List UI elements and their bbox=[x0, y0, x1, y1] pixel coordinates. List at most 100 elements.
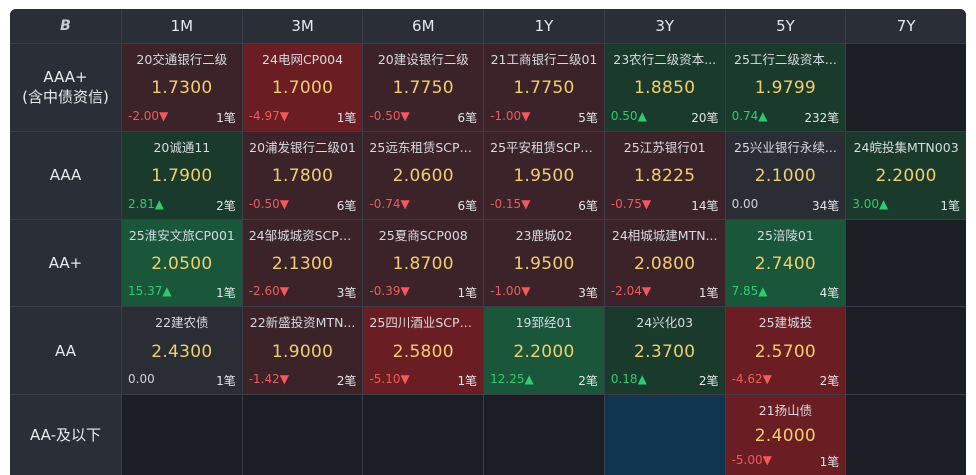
bond-yield: 1.9500 bbox=[513, 253, 575, 274]
trade-count: 1笔 bbox=[940, 198, 960, 213]
bond-yield: 1.7000 bbox=[271, 78, 334, 99]
bond-name: 25远东租赁SCP0... bbox=[369, 139, 478, 155]
col-header-1y[interactable]: 1Y bbox=[484, 9, 604, 43]
row-label: AAA bbox=[10, 131, 121, 219]
bond-cell[interactable]: 25夏商SCP008 1.8700 -0.39▼ 1笔 bbox=[363, 219, 484, 307]
trade-count: 1笔 bbox=[457, 374, 478, 388]
yield-change: 0.50▲ bbox=[610, 108, 647, 123]
empty-cell bbox=[242, 395, 363, 475]
empty-cell bbox=[363, 395, 484, 475]
rating-label: AAA bbox=[49, 166, 82, 185]
bond-cell[interactable]: 20浦发银行二级01 1.7800 -0.50▼ 6笔 bbox=[242, 131, 363, 219]
bond-name: 20浦发银行二级01 bbox=[249, 139, 356, 155]
trade-count: 2笔 bbox=[216, 198, 236, 213]
bond-name: 24邹城城资SCP0... bbox=[248, 227, 357, 243]
bond-name: 25工行二级资本... bbox=[734, 52, 837, 67]
trade-count: 6笔 bbox=[457, 110, 478, 125]
yield-change: 0.00 bbox=[128, 372, 155, 386]
row-label: AA bbox=[10, 307, 121, 394]
cell-footer: -2.04▼ 1笔 bbox=[611, 284, 719, 301]
bond-yield: 2.3700 bbox=[634, 341, 696, 362]
bond-yield: 2.1000 bbox=[754, 166, 817, 187]
bond-yield: 2.1300 bbox=[271, 253, 334, 274]
col-header-3m[interactable]: 3M bbox=[242, 9, 363, 43]
bond-cell[interactable]: 22建农债 2.4300 0.00 1笔 bbox=[122, 307, 242, 394]
yield-change: -0.74▼ bbox=[369, 196, 410, 211]
bond-name: 21工商银行二级01 bbox=[490, 52, 598, 67]
bond-cell[interactable]: 25远东租赁SCP0... 2.0600 -0.74▼ 6笔 bbox=[363, 131, 484, 219]
col-header-5y[interactable]: 5Y bbox=[725, 9, 846, 43]
matrix-grid: Β 1M 3M 6M 1Y 3Y 5Y 7Y AAA+ (含中债资信) 20交通银行… bbox=[10, 9, 966, 475]
yield-change: -0.75▼ bbox=[610, 196, 652, 211]
cell-footer: 0.00 1笔 bbox=[128, 372, 236, 389]
bond-cell[interactable]: 19郅经01 2.2000 12.25▲ 2笔 bbox=[484, 307, 604, 394]
cell-footer: -0.50▼ 6笔 bbox=[249, 197, 357, 214]
bond-name: 21扬山债 bbox=[758, 403, 813, 418]
bond-cell[interactable]: 25兴业银行永续... 2.1000 0.00 34笔 bbox=[725, 131, 846, 219]
bond-name: 19郅经01 bbox=[515, 315, 573, 331]
bond-name: 25涪陵01 bbox=[757, 227, 814, 243]
yield-change: -0.50▼ bbox=[248, 196, 289, 211]
bond-cell[interactable]: 20诚通11 1.7900 2.81▲ 2笔 bbox=[122, 131, 242, 219]
bond-cell[interactable]: 25平安租赁SCP0... 1.9500 -0.15▼ 6笔 bbox=[484, 131, 604, 219]
cell-footer: 0.50▲ 20笔 bbox=[611, 109, 719, 126]
bond-cell[interactable]: 25建城投 2.5700 -4.62▼ 2笔 bbox=[725, 307, 846, 394]
yield-change: -2.04▼ bbox=[610, 284, 652, 299]
bond-cell[interactable]: 20建设银行二级 1.7750 -0.50▼ 6笔 bbox=[363, 44, 484, 131]
bond-name: 25四川酒业SCP0... bbox=[369, 315, 478, 331]
bond-cell[interactable]: 23鹿城02 1.9500 -1.00▼ 3笔 bbox=[484, 219, 604, 307]
col-header-6m[interactable]: 6M bbox=[363, 9, 484, 43]
empty-cell bbox=[846, 307, 966, 394]
cell-footer: -1.00▼ 3笔 bbox=[490, 284, 598, 301]
yield-change: 0.00 bbox=[731, 196, 759, 211]
bond-yield: 1.8850 bbox=[634, 78, 696, 99]
trade-count: 3笔 bbox=[578, 286, 598, 301]
trade-count: 34笔 bbox=[812, 198, 840, 213]
bond-yield: 2.7400 bbox=[754, 253, 817, 274]
empty-cell bbox=[846, 219, 966, 307]
cell-footer: -5.00▼ 1笔 bbox=[732, 453, 840, 470]
cell-footer: -1.42▼ 2笔 bbox=[249, 372, 357, 389]
bond-name: 25平安租赁SCP0... bbox=[490, 139, 598, 155]
trade-count: 232笔 bbox=[804, 110, 840, 125]
yield-change: -1.00▼ bbox=[490, 108, 531, 123]
bond-name: 20诚通11 bbox=[153, 139, 211, 155]
trade-count: 3笔 bbox=[336, 286, 357, 301]
bond-cell[interactable]: 25江苏银行01 1.8225 -0.75▼ 14笔 bbox=[604, 131, 725, 219]
bond-name: 20建设银行二级 bbox=[377, 52, 469, 67]
yield-change: 12.25▲ bbox=[490, 372, 534, 386]
bond-yield: 1.7300 bbox=[151, 78, 213, 99]
bond-cell[interactable]: 23农行二级资本... 1.8850 0.50▲ 20笔 bbox=[604, 44, 725, 131]
bond-cell[interactable]: 20交通银行二级 1.7300 -2.00▼ 1笔 bbox=[122, 44, 242, 131]
trade-count: 6笔 bbox=[336, 198, 357, 213]
bond-cell[interactable]: 22新盛投资MTN... 1.9000 -1.42▼ 2笔 bbox=[242, 307, 363, 394]
bond-cell[interactable]: 24电网CP004 1.7000 -4.97▼ 1笔 bbox=[242, 44, 363, 131]
bond-cell[interactable]: 24皖投集MTN003 2.2000 3.00▲ 1笔 bbox=[846, 131, 966, 219]
bond-name: 23鹿城02 bbox=[515, 227, 573, 243]
bond-cell[interactable]: 25淮安文旅CP001 2.0500 15.37▲ 1笔 bbox=[122, 219, 242, 307]
yield-change: -4.97▼ bbox=[248, 108, 289, 123]
bond-cell[interactable]: 21工商银行二级01 1.7750 -1.00▼ 5笔 bbox=[484, 44, 604, 131]
col-header-7y[interactable]: 7Y bbox=[846, 9, 966, 43]
trade-count: 6笔 bbox=[457, 198, 478, 213]
row-label: AAA+ (含中债资信) bbox=[10, 44, 121, 131]
yield-change: -5.00▼ bbox=[731, 453, 772, 467]
highlighted-cell[interactable] bbox=[604, 395, 725, 475]
cell-footer: 0.18▲ 2笔 bbox=[611, 372, 719, 389]
bond-cell[interactable]: 24邹城城资SCP0... 2.1300 -2.60▼ 3笔 bbox=[242, 219, 363, 307]
bond-name: 25夏商SCP008 bbox=[378, 227, 468, 243]
bond-cell[interactable]: 24相城城建MTN... 2.0800 -2.04▼ 1笔 bbox=[604, 219, 725, 307]
bond-cell[interactable]: 21扬山债 2.4000 -5.00▼ 1笔 bbox=[725, 395, 846, 475]
bond-cell[interactable]: 25工行二级资本... 1.9799 0.74▲ 232笔 bbox=[725, 44, 846, 131]
col-header-1m[interactable]: 1M bbox=[122, 9, 242, 43]
bond-cell[interactable]: 25涪陵01 2.7400 7.85▲ 4笔 bbox=[725, 219, 846, 307]
brand-logo-icon: Β bbox=[60, 18, 71, 34]
cell-footer: -2.00▼ 1笔 bbox=[128, 109, 236, 126]
bond-yield: 1.7900 bbox=[151, 166, 213, 187]
yield-change: 15.37▲ bbox=[128, 284, 172, 299]
bond-cell[interactable]: 24兴化03 2.3700 0.18▲ 2笔 bbox=[604, 307, 725, 394]
col-header-3y[interactable]: 3Y bbox=[604, 9, 725, 43]
bond-yield: 1.9500 bbox=[513, 166, 575, 187]
bond-cell[interactable]: 25四川酒业SCP0... 2.5800 -5.10▼ 1笔 bbox=[363, 307, 484, 394]
cell-footer: -0.39▼ 1笔 bbox=[369, 284, 477, 301]
